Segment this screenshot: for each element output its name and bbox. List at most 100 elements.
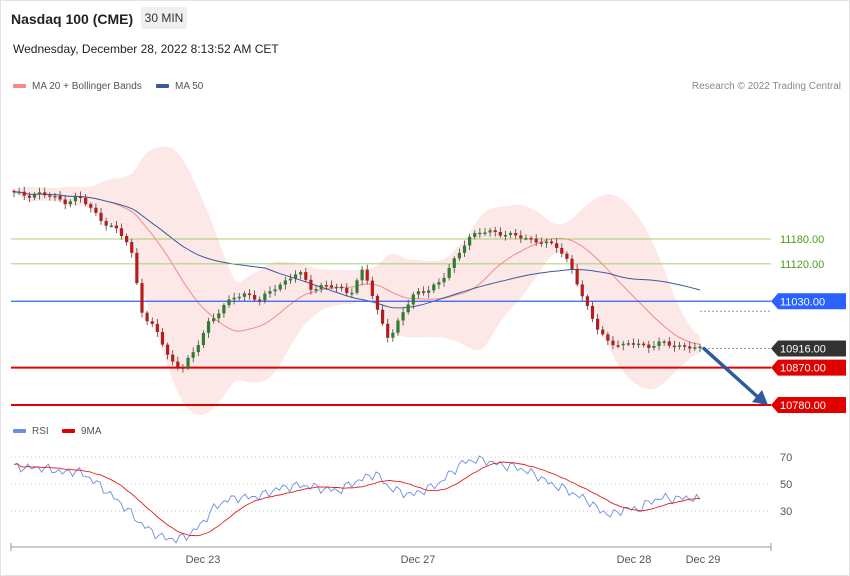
x-tick-label: Dec 27 <box>401 554 436 566</box>
candle-body <box>104 221 108 226</box>
candle <box>140 278 144 318</box>
candle <box>314 285 318 294</box>
candle-body <box>181 367 185 369</box>
candle <box>48 192 52 201</box>
candle <box>585 294 589 310</box>
candle-body <box>416 291 421 295</box>
candle <box>421 286 426 296</box>
candle-body <box>68 201 72 205</box>
candle <box>488 227 492 237</box>
candle-body <box>165 344 170 355</box>
candle-body <box>503 234 508 237</box>
candle-body <box>560 247 564 254</box>
candle <box>677 341 682 350</box>
candle <box>590 301 595 323</box>
candle-body <box>457 252 461 259</box>
candle-body <box>529 238 533 240</box>
candle <box>616 340 620 349</box>
instrument-title: Nasdaq 100 (CME) <box>11 11 134 27</box>
candle <box>329 280 334 290</box>
candle <box>468 233 472 251</box>
candle <box>27 192 31 203</box>
candle-body <box>299 272 303 275</box>
candle-body <box>319 285 323 289</box>
candle <box>109 223 113 228</box>
candle <box>667 337 671 349</box>
candle <box>360 265 364 286</box>
level-label-11180.00: 11180.00 <box>780 234 824 246</box>
candle-body <box>242 293 246 297</box>
candle <box>206 317 211 338</box>
candle <box>12 189 16 198</box>
candle-body <box>253 295 257 300</box>
candle <box>176 356 180 371</box>
candle-body <box>273 289 277 292</box>
candle <box>575 263 579 287</box>
candle-body <box>539 242 543 244</box>
candle <box>406 299 410 315</box>
candle-body <box>73 196 78 202</box>
timeframe-badge[interactable]: 30 MIN <box>141 7 187 29</box>
candle <box>258 296 262 306</box>
candle-body <box>247 293 252 296</box>
legend-ma20: MA 20 + Bollinger Bands <box>13 81 142 92</box>
candle <box>621 340 625 351</box>
candle-body <box>237 296 241 299</box>
candle-body <box>698 346 702 348</box>
x-tick-label: Dec 23 <box>186 554 221 566</box>
candle <box>186 355 190 370</box>
candle <box>350 288 354 298</box>
candle-body <box>334 286 339 289</box>
candle-body <box>191 352 195 358</box>
candle-body <box>288 278 293 281</box>
level-tag-11030.00 <box>771 293 846 310</box>
candle-body <box>329 285 334 288</box>
candle-body <box>268 291 272 294</box>
candle-body <box>37 192 42 195</box>
candle <box>130 238 134 258</box>
candle-body <box>677 345 682 347</box>
candle <box>196 340 200 357</box>
candle <box>273 284 277 296</box>
candle <box>375 294 380 315</box>
candle <box>427 286 431 298</box>
candle <box>299 270 303 280</box>
candle-body <box>196 345 200 353</box>
candle-body <box>206 321 211 333</box>
candle-body <box>662 341 666 343</box>
candle-body <box>360 269 364 281</box>
candle <box>160 328 165 347</box>
candle-body <box>601 329 605 335</box>
candle <box>549 238 554 245</box>
candle-body <box>493 230 497 232</box>
candle <box>432 282 436 294</box>
forecast-arrow <box>702 346 762 401</box>
candle <box>662 339 666 346</box>
candle <box>135 247 139 285</box>
candle <box>601 326 605 337</box>
rsi-tick-label: 50 <box>780 479 792 491</box>
candle-body <box>114 225 118 229</box>
candle-body <box>585 296 589 306</box>
candle-body <box>447 267 451 278</box>
legend-label: MA 20 + Bollinger Bands <box>32 81 142 92</box>
candle-body <box>258 299 262 302</box>
candle-body <box>314 288 318 291</box>
candle-body <box>94 207 98 213</box>
candle-body <box>283 280 287 285</box>
candle <box>380 305 385 326</box>
candle <box>386 318 390 343</box>
candle <box>652 341 656 351</box>
candle <box>334 283 339 293</box>
x-tick-label: Dec 29 <box>686 554 721 566</box>
candle-body <box>350 292 354 295</box>
timestamp: Wednesday, December 28, 2022 8:13:52 AM … <box>13 42 279 56</box>
candle <box>565 251 569 263</box>
legend-label: RSI <box>32 426 49 437</box>
candle <box>293 270 298 283</box>
candle-body <box>580 284 584 297</box>
candle <box>570 255 574 274</box>
rsi-9ma-line <box>13 461 701 537</box>
candle-body <box>427 290 431 293</box>
